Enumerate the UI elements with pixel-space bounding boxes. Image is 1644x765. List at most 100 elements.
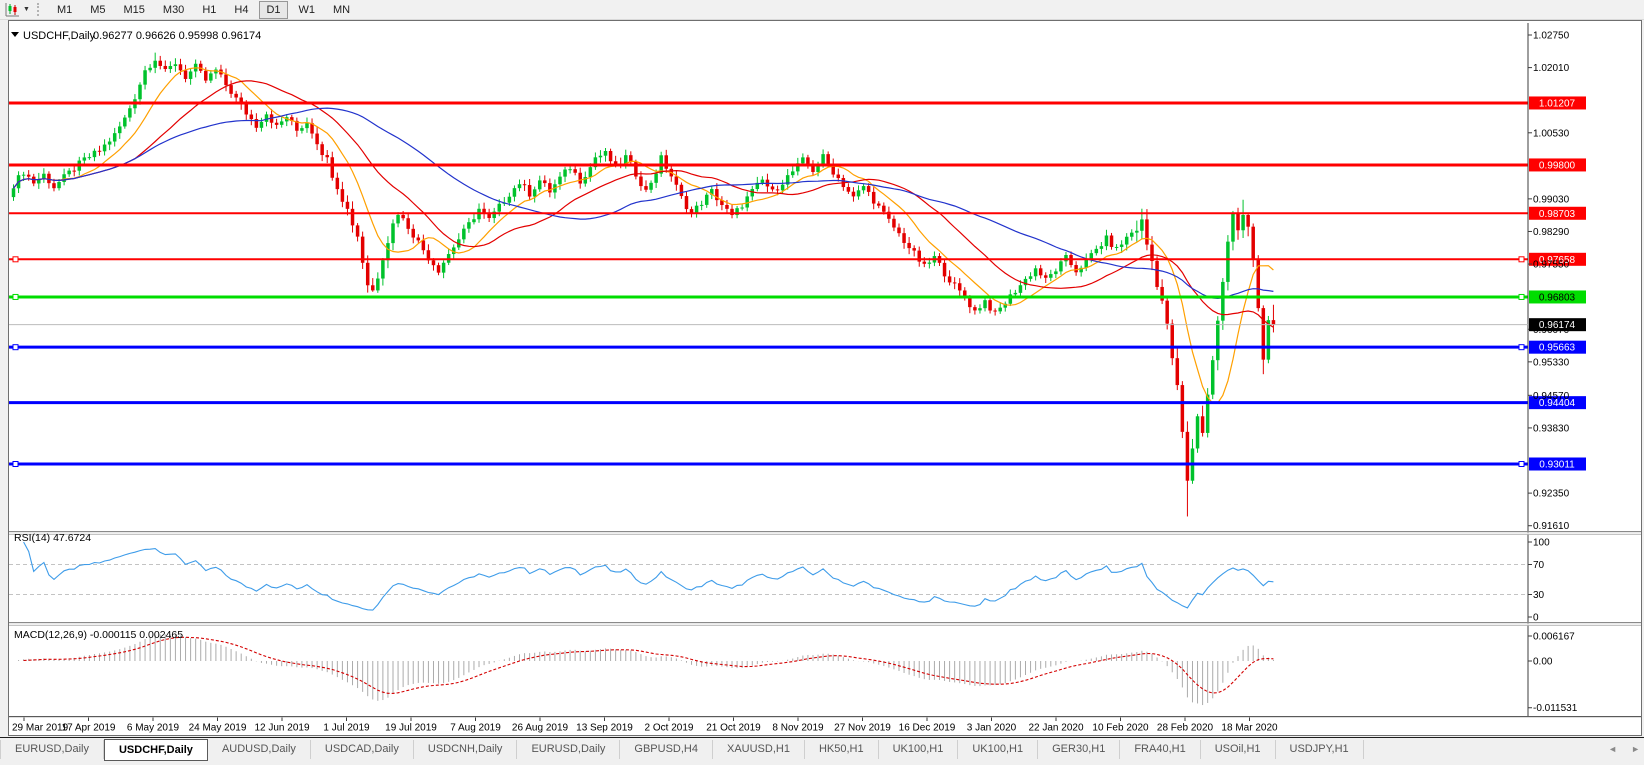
medium-ma-line xyxy=(13,80,1274,328)
horizontal-line-1.01207[interactable]: 1.01207 xyxy=(9,96,1586,110)
horizontal-line-0.94404[interactable]: 0.94404 xyxy=(9,396,1586,410)
candles-layer xyxy=(11,52,1276,517)
chart-tab-3-usdcad-daily[interactable]: USDCAD,Daily xyxy=(311,740,414,759)
svg-text:1.02010: 1.02010 xyxy=(1533,63,1570,74)
slow-ma-line xyxy=(13,107,1274,300)
date-label: 8 Nov 2019 xyxy=(772,723,824,734)
timeframe-button-m5[interactable]: M5 xyxy=(90,3,106,16)
current-price-label: 0.96174 xyxy=(1539,320,1576,331)
svg-text:0.97550: 0.97550 xyxy=(1533,260,1570,271)
price-axis: 1.02750 1.02010 1.00530 0.99030 0.98290 0.975… xyxy=(9,23,1641,718)
chart-tab-7-xauusd-h1[interactable]: XAUUSD,H1 xyxy=(713,740,805,759)
top-toolbar: ▼ M1 M5 M15 M30 H1 H4 D1 W1 MN xyxy=(0,0,1644,20)
svg-text:0.93011: 0.93011 xyxy=(1539,460,1575,471)
timeframe-button-d1[interactable]: D1 xyxy=(259,0,288,19)
chart-type-dropdown-icon[interactable]: ▼ xyxy=(23,5,30,13)
horizontal-line-0.98703[interactable]: 0.98703 xyxy=(9,206,1586,220)
svg-text:0.99800: 0.99800 xyxy=(1539,160,1576,171)
date-label: 2 Oct 2019 xyxy=(645,723,694,734)
svg-text:30: 30 xyxy=(1533,590,1545,601)
date-label: 19 Jul 2019 xyxy=(385,723,437,734)
horizontal-line-0.93011[interactable]: 0.93011 xyxy=(9,457,1586,471)
chart-tab-13-usoil-h1[interactable]: USOil,H1 xyxy=(1201,740,1276,759)
timeframe-button-m1[interactable]: M1 xyxy=(56,3,73,16)
symbol-tab-bar: EURUSD,Daily USDCHF,Daily AUDUSD,Daily USDC… xyxy=(0,737,1644,765)
macd-label: MACD(12,26,9) -0.000115 0.002465 xyxy=(14,629,183,641)
timeframe-button-w1[interactable]: W1 xyxy=(298,3,316,16)
chart-tab-12-fra40-h1[interactable]: FRA40,H1 xyxy=(1120,740,1201,759)
date-label: 6 May 2019 xyxy=(127,723,180,734)
rsi-pane: 100 70 30 0 xyxy=(9,538,1550,624)
svg-text:100: 100 xyxy=(1533,538,1550,549)
macd-signal-line xyxy=(23,636,1274,694)
chart-tab-5-eurusd-daily[interactable]: EURUSD,Daily xyxy=(517,740,621,759)
horizontal-line-0.99800[interactable]: 0.99800 xyxy=(9,158,1586,172)
svg-text:1.01207: 1.01207 xyxy=(1539,98,1576,109)
chart-tab-2-audusd-daily[interactable]: AUDUSD,Daily xyxy=(208,740,311,759)
timeframe-button-m15[interactable]: M15 xyxy=(123,3,145,16)
chart-tab-6-gbpusd-h4[interactable]: GBPUSD,H4 xyxy=(620,740,713,759)
fast-ma-line xyxy=(13,67,1274,404)
date-label: 7 Aug 2019 xyxy=(450,723,501,734)
chart-window: 1.01207 0.99800 0.98703 0.97658 0.96803 0.956… xyxy=(8,20,1642,736)
date-label: 24 May 2019 xyxy=(189,723,247,734)
macd-pane: 0.006167 0.00 -0.011531 xyxy=(18,631,1578,714)
chart-title-symbol: USDCHF,Daily xyxy=(23,30,96,42)
tab-scroll-left-icon[interactable]: ◄ xyxy=(1608,744,1618,754)
chart-tab-8-hk50-h1[interactable]: HK50,H1 xyxy=(805,740,879,759)
rsi-label: RSI(14) 47.6724 xyxy=(14,532,91,544)
horizontal-line-0.95663[interactable]: 0.95663 xyxy=(9,340,1586,354)
toolbar-grip xyxy=(36,3,42,16)
horizontal-line-0.97658[interactable]: 0.97658 xyxy=(9,252,1586,266)
tab-scroll-right-icon[interactable]: ► xyxy=(1631,744,1640,754)
date-label: 29 Mar 2019 xyxy=(12,723,69,734)
date-label: 21 Oct 2019 xyxy=(706,723,761,734)
svg-text:0.94570: 0.94570 xyxy=(1533,391,1570,402)
svg-text:0.95330: 0.95330 xyxy=(1533,357,1570,368)
svg-text:0.97658: 0.97658 xyxy=(1539,255,1576,266)
chart-type-icon[interactable] xyxy=(3,2,21,18)
date-label: 1 Jul 2019 xyxy=(323,723,370,734)
tab-scroll-controls: ◄ ► xyxy=(1608,744,1640,754)
chart-tab-14-usdjpy-h1[interactable]: USDJPY,H1 xyxy=(1276,740,1364,759)
svg-text:0.94404: 0.94404 xyxy=(1539,398,1576,409)
date-label: 16 Dec 2019 xyxy=(899,723,956,734)
svg-text:0.93830: 0.93830 xyxy=(1533,423,1570,434)
svg-text:0.98703: 0.98703 xyxy=(1539,209,1576,220)
date-label: 28 Feb 2020 xyxy=(1157,723,1214,734)
svg-text:0.91610: 0.91610 xyxy=(1533,521,1570,532)
svg-text:0: 0 xyxy=(1533,613,1539,624)
date-label: 27 Nov 2019 xyxy=(834,723,891,734)
chart-tab-1-usdchf-daily[interactable]: USDCHF,Daily xyxy=(103,739,208,761)
date-label: 17 Apr 2019 xyxy=(62,723,116,734)
chart-tab-4-usdcnh-daily[interactable]: USDCNH,Daily xyxy=(414,740,518,759)
timeframe-button-h1[interactable]: H1 xyxy=(202,3,217,16)
svg-text:0.96803: 0.96803 xyxy=(1539,292,1576,303)
date-label: 18 Mar 2020 xyxy=(1221,723,1278,734)
svg-text:0.99030: 0.99030 xyxy=(1533,194,1570,205)
svg-text:-0.011531: -0.011531 xyxy=(1533,703,1578,714)
svg-text:0.98290: 0.98290 xyxy=(1533,227,1570,238)
date-label: 12 Jun 2019 xyxy=(254,723,309,734)
timeframe-button-m30[interactable]: M30 xyxy=(162,3,185,16)
date-label: 3 Jan 2020 xyxy=(967,723,1017,734)
horizontal-line-0.96803[interactable]: 0.96803 xyxy=(9,290,1586,304)
svg-text:0.95663: 0.95663 xyxy=(1539,343,1576,354)
chart-tab-9-uk100-h1[interactable]: UK100,H1 xyxy=(879,740,959,759)
symbol-dropdown-icon[interactable] xyxy=(11,32,19,37)
svg-text:70: 70 xyxy=(1533,560,1545,571)
timeframe-buttons: M1 M5 M15 M30 H1 H4 D1 W1 MN xyxy=(48,0,359,19)
rsi-line xyxy=(23,541,1274,611)
chart-tab-0-eurusd-daily[interactable]: EURUSD,Daily xyxy=(0,740,104,759)
chart-tab-11-ger30-h1[interactable]: GER30,H1 xyxy=(1038,740,1121,759)
date-label: 10 Feb 2020 xyxy=(1092,723,1149,734)
timeframe-button-mn[interactable]: MN xyxy=(333,3,351,16)
date-label: 26 Aug 2019 xyxy=(512,723,569,734)
moving-averages-layer xyxy=(13,67,1274,404)
timeframe-button-h4[interactable]: H4 xyxy=(234,3,249,16)
horizontal-lines-layer: 1.01207 0.99800 0.98703 0.97658 0.96803 0.956… xyxy=(9,96,1586,471)
chart-title-ohlc: 0.96277 0.96626 0.95998 0.96174 xyxy=(93,30,261,42)
chart-canvas[interactable]: 1.01207 0.99800 0.98703 0.97658 0.96803 0.956… xyxy=(9,21,1641,735)
chart-tab-10-uk100-h1[interactable]: UK100,H1 xyxy=(958,740,1039,759)
